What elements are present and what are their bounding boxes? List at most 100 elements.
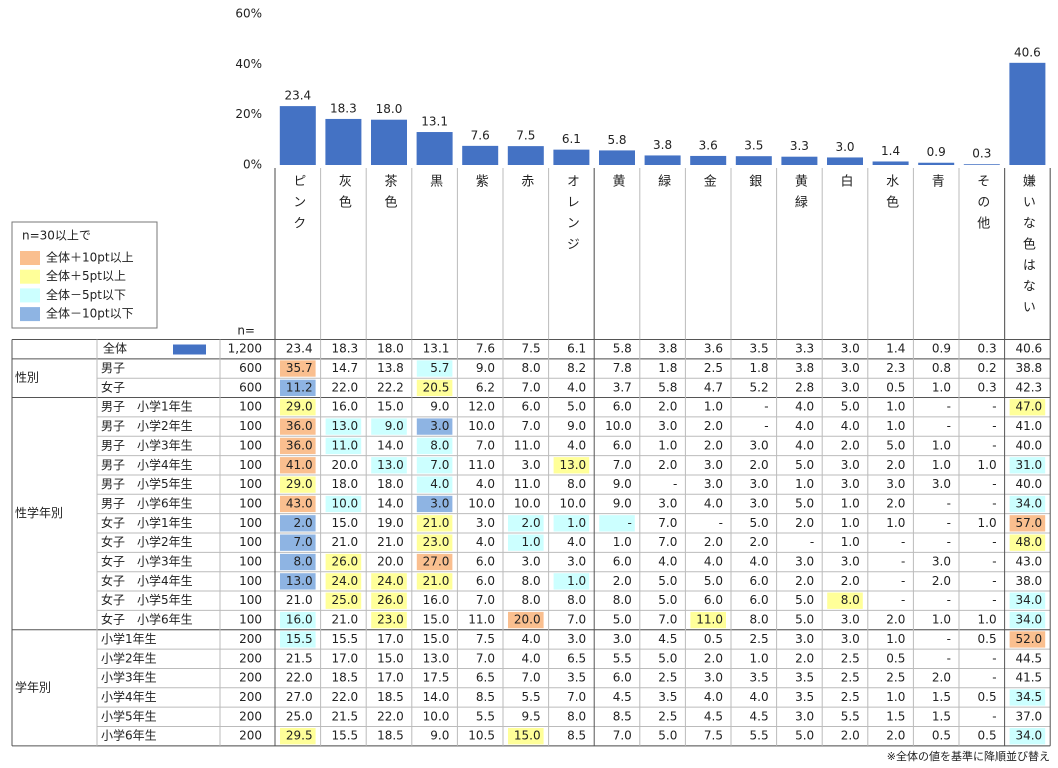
value-cell: 26.0 [377,593,404,607]
value-cell: 2.0 [841,729,860,743]
value-cell: 43.0 [1015,555,1042,569]
value-cell: 24.0 [377,574,404,588]
cell-highlight [827,592,863,609]
n-cell: 100 [239,458,262,472]
value-cell: 14.7 [331,361,358,375]
n-cell: 1,200 [228,342,262,356]
bar [1009,62,1046,165]
value-cell: - [627,516,631,530]
value-cell: 7.8 [613,361,632,375]
value-cell: 1.0 [841,496,860,510]
value-cell: - [719,516,723,530]
value-cell: 2.5 [658,671,677,685]
value-cell: 2.0 [750,458,769,472]
value-cell: 3.0 [932,477,951,491]
bar [371,119,407,165]
value-cell: 42.3 [1015,380,1042,394]
cell-highlight [280,553,316,571]
value-cell: 1.0 [932,613,951,627]
value-cell: 17.5 [423,671,450,685]
cell-highlight [553,457,590,474]
value-cell: 18.0 [377,342,404,356]
value-cell: - [764,419,768,433]
legend-swatch [20,269,40,284]
value-cell: 7.5 [522,342,541,356]
value-cell: 2.5 [841,651,860,665]
value-cell: 5.5 [750,729,769,743]
row-label: 小学1年生 [101,631,157,646]
value-cell: 25.0 [286,709,313,723]
value-cell: - [673,477,677,491]
value-cell: 21.5 [286,651,313,665]
bar [553,149,590,165]
value-cell: 4.0 [704,690,723,704]
value-cell: 41.0 [1015,419,1042,433]
legend-label: 全体－10pt以下 [46,306,134,321]
value-cell: 6.0 [613,671,632,685]
value-cell: 2.5 [886,671,905,685]
row-label: 女子 小学2年生 [101,534,193,549]
value-cell: 3.0 [841,613,860,627]
value-cell: 4.5 [750,709,769,723]
value-cell: 14.0 [377,496,404,510]
n-cell: 600 [239,361,262,375]
legend-swatch [20,288,40,303]
value-cell: 52.0 [1015,632,1042,646]
value-cell: - [947,400,951,414]
value-cell: 2.0 [795,516,814,530]
value-cell: 1.0 [567,574,586,588]
bar [462,145,499,165]
category-label: 紫 [473,174,489,195]
value-label: 3.6 [699,138,718,152]
value-cell: 38.0 [1015,574,1042,588]
group-label: 性別 [15,371,39,385]
value-cell: 5.7 [430,361,449,375]
value-cell: 1.4 [886,342,905,356]
value-cell: - [947,496,951,510]
value-cell: 20.0 [331,458,358,472]
note: ※全体の値を基準に降順並び替え [887,749,1050,763]
value-cell: 2.0 [932,574,951,588]
value-cell: 7.0 [522,419,541,433]
value-cell: 2.0 [294,516,313,530]
cell-highlight [1009,495,1046,513]
value-cell: 15.0 [331,516,358,530]
value-cell: 41.0 [286,458,313,472]
value-cell: - [901,535,905,549]
value-cell: 9.0 [613,496,632,510]
value-cell: 2.0 [932,671,951,685]
value-cell: - [947,593,951,607]
value-cell: 7.0 [476,438,495,452]
row-label: 男子 小学4年生 [101,457,193,472]
cell-highlight [416,573,453,590]
value-cell: 4.7 [704,380,723,394]
value-cell: 34.0 [1015,496,1042,510]
value-cell: - [947,535,951,549]
value-cell: 3.0 [522,555,541,569]
value-cell: 31.0 [1015,458,1042,472]
value-cell: 29.0 [286,477,313,491]
y-tick-label: 60% [235,7,262,21]
cell-highlight [280,437,316,455]
value-cell: 5.0 [795,458,814,472]
value-cell: 9.0 [567,419,586,433]
value-cell: 5.0 [795,593,814,607]
bar [507,146,544,165]
bar [599,150,635,165]
value-label: 3.0 [835,140,854,154]
row-label: 小学5年生 [101,708,157,723]
value-cell: 3.0 [886,477,905,491]
cell-highlight [280,418,316,435]
value-cell: 38.8 [1015,361,1042,375]
cell-highlight [371,457,407,474]
value-cell: 3.0 [522,458,541,472]
value-cell: - [947,632,951,646]
value-cell: 3.8 [795,361,814,375]
value-cell: 11.0 [468,613,495,627]
value-cell: 6.1 [567,342,586,356]
value-cell: 21.0 [423,516,450,530]
value-cell: 1.0 [932,380,951,394]
bar [644,155,681,165]
value-cell: 11.0 [468,458,495,472]
